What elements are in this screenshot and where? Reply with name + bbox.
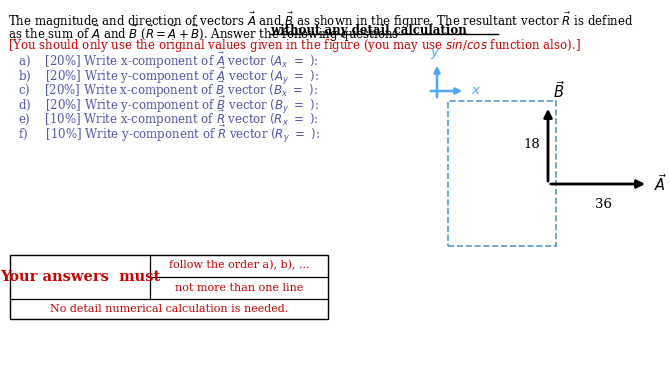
Text: The magnitude and direction of vectors $\vec{A}$ and $\vec{B}$ as shown in the f: The magnitude and direction of vectors $…: [8, 11, 633, 31]
Text: follow the order a), b), ...: follow the order a), b), ...: [169, 260, 310, 270]
Text: not more than one line: not more than one line: [175, 283, 304, 293]
Text: No detail numerical calculation is needed.: No detail numerical calculation is neede…: [50, 304, 288, 314]
Text: $x$: $x$: [471, 85, 481, 97]
Text: c)    [20%] Write x-component of $\vec{B}$ vector $(B_x\ =\ )$:: c) [20%] Write x-component of $\vec{B}$ …: [18, 80, 318, 100]
Text: $y$: $y$: [430, 47, 440, 61]
Text: $\vec{A}$: $\vec{A}$: [654, 173, 667, 194]
Text: $\vec{B}$: $\vec{B}$: [553, 80, 565, 101]
Text: f)     [10%] Write y-component of $\vec{R}$ vector $(R_y\ =\ )$:: f) [10%] Write y-component of $\vec{R}$ …: [18, 124, 320, 145]
Text: b)    [20%] Write y-component of $\vec{A}$ vector $(A_y\ =\ )$:: b) [20%] Write y-component of $\vec{A}$ …: [18, 66, 319, 86]
Text: d)    [20%] Write y-component of $\vec{B}$ vector $(B_y\ =\ )$:: d) [20%] Write y-component of $\vec{B}$ …: [18, 94, 319, 115]
Text: 36: 36: [594, 198, 612, 211]
Text: Your answers  must: Your answers must: [0, 270, 160, 284]
Text: a)    [20%] Write x-component of $\vec{A}$ vector $(A_x\ =\ )$:: a) [20%] Write x-component of $\vec{A}$ …: [18, 51, 318, 71]
Text: without any detail calculation: without any detail calculation: [270, 24, 467, 37]
Text: as the sum of $\vec{A}$ and $\vec{B}$ ($\vec{R} = \vec{A} + \vec{B}$). Answer th: as the sum of $\vec{A}$ and $\vec{B}$ ($…: [8, 24, 400, 44]
Text: 18: 18: [523, 138, 540, 152]
Bar: [448, 101, 556, 246]
Text: e)    [10%] Write x-component of $\vec{R}$ vector $(R_x\ =\ )$:: e) [10%] Write x-component of $\vec{R}$ …: [18, 109, 319, 129]
Bar: [10, 255, 328, 319]
Text: [You should only use the original values given in the figure (you may use $sin/c: [You should only use the original values…: [8, 37, 581, 54]
